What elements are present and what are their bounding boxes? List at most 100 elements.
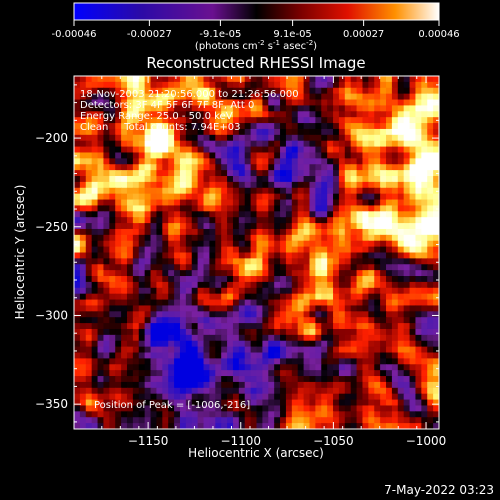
heatmap-cell [356,152,364,159]
heatmap-cell [168,346,175,354]
heatmap-cell [156,287,163,295]
heatmap-cell [391,411,399,418]
heatmap-cell [85,258,93,265]
heatmap-cell [386,264,393,271]
heatmap-cell [285,393,293,401]
heatmap-cell [215,158,222,165]
heatmap-cell [144,317,152,324]
heatmap-cell [427,81,434,89]
heatmap-cell [174,111,181,118]
heatmap-cell [132,411,140,418]
heatmap-cell [126,193,134,201]
heatmap-cell [144,170,152,177]
heatmap-cell [380,305,387,312]
heatmap-cell [297,276,305,283]
heatmap-cell [344,293,352,301]
heatmap-cell [391,193,399,201]
heatmap-cell [291,152,299,159]
heatmap-cell [368,217,375,224]
heatmap-cell [162,411,169,418]
heatmap-cell [132,146,140,154]
heatmap-cell [344,376,352,383]
heatmap-cell [156,187,163,195]
heatmap-cell [309,252,316,259]
heatmap-cell [297,240,305,248]
heatmap-cell [280,193,287,201]
heatmap-cell [144,211,152,218]
heatmap-cell [403,399,411,407]
heatmap-cell [427,387,434,395]
heatmap-cell [344,246,352,254]
heatmap-cell [262,217,269,224]
heatmap-cell [368,387,375,395]
heatmap-cell [280,258,287,265]
heatmap-cell [97,323,105,330]
heatmap-cell [244,346,252,354]
heatmap-cell [144,246,152,254]
heatmap-cell [126,334,134,342]
heatmap-cell [126,264,134,271]
heatmap-cell [91,105,99,112]
heatmap-cell [121,381,128,389]
heatmap-cell [185,417,193,424]
heatmap-cell [144,193,152,201]
heatmap-cell [338,311,346,318]
heatmap-cell [215,134,222,142]
heatmap-cell [344,193,352,201]
heatmap-cell [191,193,199,201]
heatmap-cell [250,228,258,236]
heatmap-cell [321,352,328,359]
heatmap-cell [227,164,234,171]
heatmap-cell [397,199,405,207]
heatmap-cell [121,411,128,418]
heatmap-cell [380,311,387,318]
heatmap-cell [179,270,187,277]
heatmap-cell [174,370,181,377]
heatmap-cell [374,328,381,336]
heatmap-cell [74,358,81,365]
heatmap-cell [356,358,364,365]
heatmap-cell [203,228,211,236]
heatmap-cell [303,217,311,224]
heatmap-cell [97,123,105,130]
heatmap-cell [256,281,263,289]
heatmap-cell [333,340,340,348]
heatmap-cell [415,252,422,259]
heatmap-cell [203,311,211,318]
heatmap-cell [380,417,387,424]
heatmap-cell [215,170,222,177]
heatmap-cell [126,128,134,136]
heatmap-cell [156,405,163,412]
heatmap-cell [162,258,169,265]
heatmap-cell [103,246,110,254]
heatmap-cell [121,393,128,401]
heatmap-cell [333,140,340,148]
heatmap-cell [274,146,281,154]
heatmap-cell [168,158,175,165]
heatmap-cell [238,270,246,277]
heatmap-cell [268,358,275,365]
heatmap-cell [327,352,334,359]
heatmap-cell [179,417,187,424]
heatmap-cell [203,128,211,136]
heatmap-cell [327,270,334,277]
heatmap-cell [344,287,352,295]
heatmap-cell [338,234,346,242]
heatmap-cell [221,211,228,218]
heatmap-cell [380,117,387,124]
heatmap-cell [280,223,287,230]
heatmap-cell [126,158,134,165]
heatmap-cell [109,170,116,177]
heatmap-cell [433,87,439,95]
heatmap-cell [85,393,93,401]
heatmap-cell [79,105,87,112]
heatmap-cell [427,370,434,377]
heatmap-cell [380,187,387,195]
heatmap-cell [262,323,269,330]
heatmap-cell [268,199,275,207]
heatmap-cell [309,123,316,130]
heatmap-cell [315,399,322,407]
heatmap-cell [244,399,252,407]
heatmap-cell [227,340,234,348]
heatmap-cell [191,293,199,301]
